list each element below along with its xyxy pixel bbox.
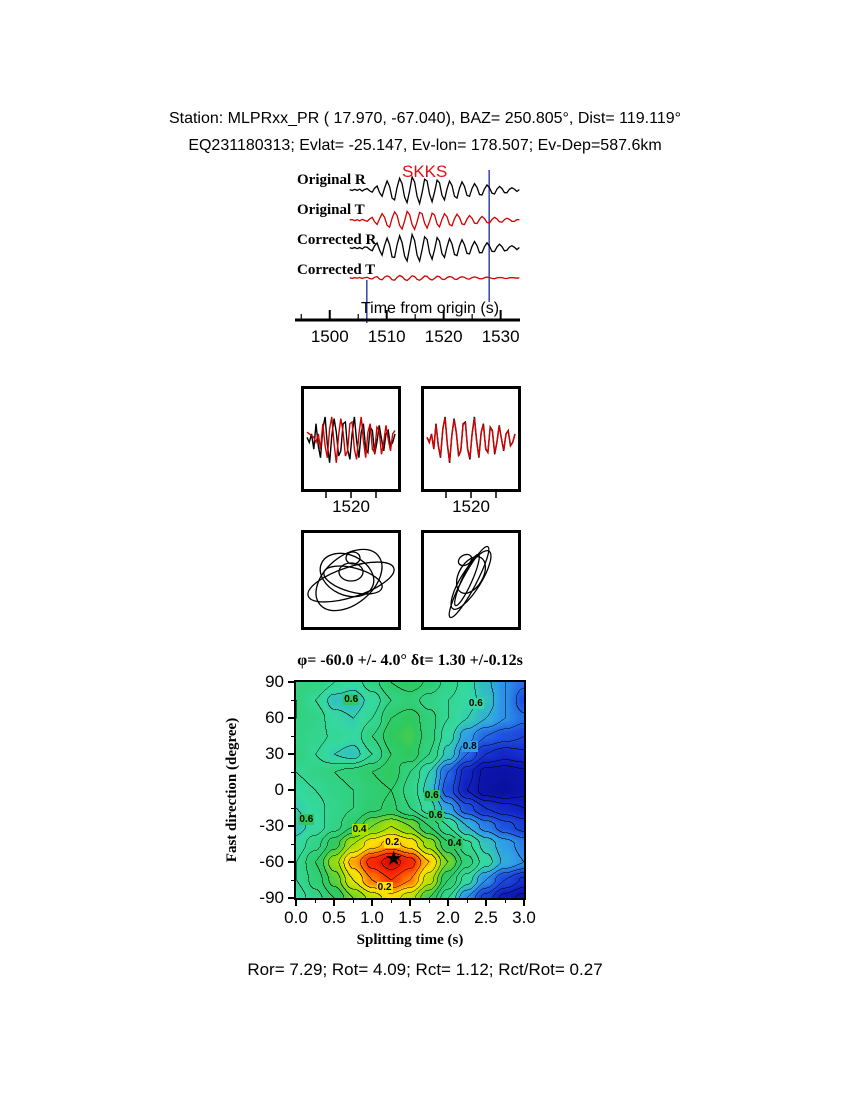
y-axis-tick <box>288 897 296 899</box>
y-axis-minor-tick <box>291 844 296 845</box>
contour-label: 0.8 <box>461 740 478 752</box>
panel-frame <box>301 530 401 630</box>
misfit-title: φ= -60.0 +/- 4.0° δt= 1.30 +/-0.12s <box>297 652 523 669</box>
trace-label-original-t: Original T <box>297 202 365 218</box>
x-axis-minor-tick <box>429 898 430 903</box>
y-axis-tick <box>288 789 296 791</box>
trace-corrected-t <box>349 274 520 282</box>
y-axis-tick-label: 30 <box>265 744 284 763</box>
compare-panel-1 <box>301 386 401 498</box>
y-axis-tick-label: -30 <box>259 816 284 835</box>
particle-motion-loop <box>454 553 480 607</box>
x-axis-tick-label: 1.0 <box>360 908 384 927</box>
contour-label: 0.6 <box>423 790 440 801</box>
x-axis-minor-tick <box>315 898 316 903</box>
particle-motion-panel-2 <box>421 530 521 630</box>
compare-panel-1-ticklabel: 1520 <box>332 497 370 516</box>
y-axis-tick-label: 60 <box>265 708 284 727</box>
trace-label-corrected-t: Corrected T <box>297 262 376 278</box>
particle-motion-loop <box>319 552 375 598</box>
particle-motion-loop <box>323 565 383 595</box>
y-axis-tick-label: -60 <box>259 852 284 871</box>
trace-label-original-r: Original R <box>297 172 366 188</box>
y-axis-tick <box>288 753 296 755</box>
x-axis-tick-label: 3.0 <box>512 908 536 927</box>
x-axis-tick <box>295 898 297 906</box>
panel-frame <box>421 386 521 492</box>
x-axis-minor-tick <box>467 898 468 903</box>
misfit-xlabel: Splitting time (s) <box>356 932 464 948</box>
compare-trace-fast <box>306 416 396 463</box>
header-line-1: Station: MLPRxx_PR ( 17.970, -67.040), B… <box>168 110 682 127</box>
contour-label: 0.2 <box>384 836 401 848</box>
compare-panel-2 <box>421 386 521 498</box>
particle-motion-loop <box>450 550 492 610</box>
trace-original-r <box>349 174 520 206</box>
best-fit-star: ★ <box>384 848 403 870</box>
footer-stats: Ror= 7.29; Rot= 4.09; Rct= 1.12; Rct/Rot… <box>247 960 603 979</box>
particle-motion-loop <box>457 553 473 567</box>
trace-original-t <box>349 209 520 232</box>
compare-trace-slow <box>306 416 396 463</box>
contour-label: 0.6 <box>467 697 484 709</box>
compare-panel-2-ticklabel: 1520 <box>452 497 490 516</box>
x-axis-tick-label: 1.5 <box>398 908 422 927</box>
particle-motion-panel-1 <box>301 530 401 630</box>
trace-corrected-r <box>349 232 520 264</box>
x-axis-tick-label: 0.0 <box>284 908 308 927</box>
y-axis-tick-label: -90 <box>259 888 284 907</box>
y-axis-minor-tick <box>291 700 296 701</box>
contour-label: 0.6 <box>298 814 315 825</box>
misfit-heatmap <box>296 682 524 898</box>
contour-label: 0.4 <box>351 823 368 835</box>
y-axis-tick <box>288 681 296 683</box>
time-axis-tick-label: 1500 <box>311 327 349 346</box>
particle-motion-loop <box>345 551 361 565</box>
misfit-plot: φ= -60.0 +/- 4.0° δt= 1.30 +/-0.12s Spli… <box>224 652 536 948</box>
header-line-2: EQ231180313; Evlat= -25.147, Ev-lon= 178… <box>188 137 662 154</box>
particle-motion-loop <box>455 556 487 594</box>
panel-frame <box>301 386 401 492</box>
time-axis-tick-label: 1530 <box>482 327 520 346</box>
x-axis-tick-label: 2.5 <box>474 908 498 927</box>
time-axis-tick-label: 1520 <box>425 327 463 346</box>
x-axis-tick <box>333 898 335 906</box>
particle-motion-loop <box>315 548 383 612</box>
x-axis-minor-tick <box>505 898 506 903</box>
x-axis-tick <box>409 898 411 906</box>
y-axis-minor-tick <box>291 772 296 773</box>
contour-label: 0.6 <box>343 694 360 705</box>
misfit-ylabel: Fast direction (degree) <box>224 717 240 863</box>
y-axis-tick <box>288 861 296 863</box>
y-axis-minor-tick <box>291 880 296 881</box>
waveform-plot: 1500 1510 1520 1530 <box>295 170 520 346</box>
panel-frame <box>421 530 521 630</box>
x-axis-tick <box>447 898 449 906</box>
x-axis-tick <box>371 898 373 906</box>
y-axis-minor-tick <box>291 736 296 737</box>
phase-label: SKKS <box>402 162 448 181</box>
x-axis-tick-label: 0.5 <box>322 908 346 927</box>
x-axis-minor-tick <box>353 898 354 903</box>
x-axis-minor-tick <box>391 898 392 903</box>
y-axis-tick <box>288 825 296 827</box>
compare-trace-slow <box>426 417 516 462</box>
y-axis-minor-tick <box>291 808 296 809</box>
contour-label: 0.6 <box>427 810 444 822</box>
x-axis-tick <box>485 898 487 906</box>
x-axis-tick-label: 2.0 <box>436 908 460 927</box>
x-axis-tick <box>523 898 525 906</box>
contour-label: 0.4 <box>446 838 463 849</box>
y-axis-tick <box>288 717 296 719</box>
contour-label: 0.2 <box>376 882 393 894</box>
time-axis-title: Time from origin (s) <box>360 300 500 317</box>
trace-label-corrected-r: Corrected R <box>297 232 377 248</box>
time-axis-tick-label: 1510 <box>368 327 406 346</box>
y-axis-tick-label: 90 <box>265 672 284 691</box>
particle-motion-loop <box>448 545 490 619</box>
particle-motion-loop <box>338 562 364 582</box>
y-axis-tick-label: 0 <box>274 780 284 799</box>
